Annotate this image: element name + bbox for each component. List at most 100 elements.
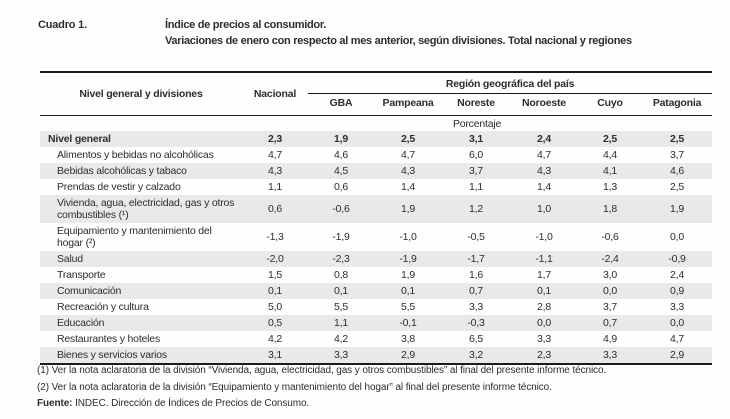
value-cell: -0,9 [668,253,686,265]
value-cell: 4,6 [334,149,348,161]
value-cell: 4,7 [401,149,415,161]
table-row: Alimentos y bebidas no alcohólicas 4,7 4,6… [40,147,712,163]
value-cell: -0,6 [601,231,619,243]
value-cell: 3,1 [469,133,483,145]
value-cell: 3,2 [469,349,483,361]
value-cell: 5,0 [268,301,282,313]
region-column-header: Noreste [442,93,510,116]
value-cell: 3,7 [603,301,617,313]
value-cell: -1,3 [266,231,284,243]
value-cell: 0,1 [401,285,415,297]
source-label: Fuente: [37,398,73,409]
table-row: Recreación y cultura 5,0 5,5 5,5 3,3 2,8 3,7 3,… [40,299,712,315]
value-cell: -0,1 [399,317,417,329]
row-label: Alimentos y bebidas no alcohólicas [57,149,214,161]
row-label: Comunicación [57,285,122,297]
value-cell: 1,6 [469,269,483,281]
row-label: Bienes y servicios varios [57,349,167,361]
value-cell: 1,1 [334,317,348,329]
source-line: Fuente: INDEC. Dirección de Índices de P… [37,396,606,413]
value-cell: -0,3 [467,317,485,329]
value-cell: -0,6 [332,203,350,215]
footnote-1: (1) Ver la nota aclaratoria de la divisi… [37,365,607,376]
value-cell: 2,8 [537,301,551,313]
table-row: Bienes y servicios varios 3,1 3,3 2,9 3,2 2,3… [40,347,713,364]
value-cell: 0,0 [670,317,685,329]
value-cell: 6,0 [469,149,483,161]
row-label: Prendas de vestir y calzado [57,181,181,193]
value-cell: 0,0 [603,285,617,297]
region-group-header: Región geográfica del país [308,72,713,94]
region-column-header: GBA [308,93,374,116]
table-row: Transporte 1,5 0,8 1,9 1,6 1,7 3,0 2,4 [40,267,712,283]
region-column-header: Patagonia [642,93,713,116]
row-label: Educación [57,317,105,329]
value-cell: -0,5 [467,231,485,243]
value-cell: 1,9 [670,203,685,215]
value-cell: -1,1 [535,253,553,265]
table-row: Vivienda, agua, electricidad, gas y otro… [40,195,713,223]
row-label: Salud [57,253,83,265]
value-cell: 4,5 [334,165,348,177]
row-label: Transporte [57,269,106,281]
caption-title-line1: Índice de precios al consumidor. [165,19,326,31]
value-cell: 4,9 [603,333,617,345]
value-cell: 3,1 [268,349,282,361]
value-cell: 0,7 [603,317,617,329]
value-cell: 3,3 [334,349,348,361]
value-cell: 1,9 [401,203,415,215]
value-cell: 1,1 [268,181,282,193]
value-cell: 1,0 [537,203,551,215]
value-cell: 1,1 [469,181,483,193]
unit-row: Porcentaje [40,116,712,132]
table-row: Equipamiento y mantenimiento del hogar (… [40,223,712,251]
value-cell: 5,5 [401,301,415,313]
value-cell: -1,0 [535,231,553,243]
value-cell: 3,8 [401,333,415,345]
value-cell: 3,3 [537,333,551,345]
value-cell: 1,2 [469,203,483,215]
value-cell: 1,8 [603,203,617,215]
region-column-header: Noroeste [510,93,578,116]
value-cell: -1,9 [332,231,350,243]
ipc-table: Nivel general y divisiones Nacional Regi… [40,71,713,365]
value-cell: 1,5 [268,269,282,281]
unit-row-spacer [40,116,242,132]
value-cell: 2,5 [670,181,685,193]
source-text: INDEC. Dirección de Índices de Precios d… [75,398,310,409]
value-cell: 1,4 [537,181,551,193]
value-cell: 2,5 [401,133,415,145]
value-cell: 2,9 [670,349,685,361]
value-cell: 0,5 [268,317,282,329]
table-row: Salud -2,0 -2,3 -1,9 -1,7 -1,1 -2,4 -0,9 [40,251,713,267]
table-row: Bebidas alcohólicas y tabaco 4,3 4,5 4,3 3,7… [40,163,713,179]
value-cell: 1,9 [401,269,415,281]
value-cell: 2,3 [537,349,551,361]
value-cell: 0,9 [670,285,685,297]
value-cell: 0,1 [537,285,551,297]
value-cell: 4,1 [603,165,617,177]
value-cell: 1,7 [537,269,551,281]
value-cell: 0,8 [334,269,348,281]
value-cell: 1,3 [603,181,617,193]
row-label: Nivel general [48,133,111,145]
value-cell: 2,3 [268,133,282,145]
value-cell: -2,0 [266,253,284,265]
value-cell: -2,3 [332,253,350,265]
value-cell: 0,1 [334,285,348,297]
value-cell: 0,7 [469,285,483,297]
value-cell: 2,5 [603,133,617,145]
value-cell: 1,4 [401,181,415,193]
value-cell: 1,9 [334,133,348,145]
value-cell: 3,3 [670,301,685,313]
caption-number: Cuadro 1. [38,19,87,31]
value-cell: 3,7 [670,149,685,161]
value-cell: 4,3 [268,165,282,177]
table-row: Comunicación 0,1 0,1 0,1 0,7 0,1 0,0 0,9 [40,283,713,299]
value-cell: 4,4 [603,149,617,161]
value-cell: 0,0 [670,231,685,243]
footnote-2: (2) Ver la nota aclaratoria de la divisi… [37,381,552,393]
value-cell: -1,7 [467,253,485,265]
value-cell: 4,7 [670,333,685,345]
value-cell: 4,6 [670,165,685,177]
